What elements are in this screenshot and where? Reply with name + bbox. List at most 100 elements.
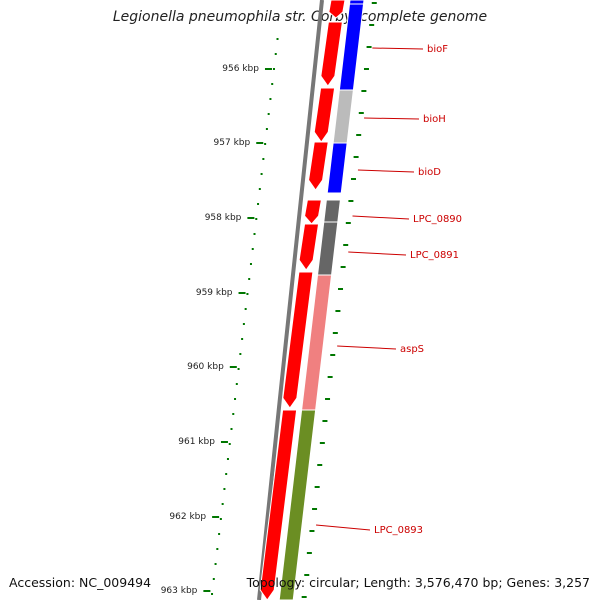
minor-tick-dot bbox=[239, 353, 242, 355]
gene-label: aspS bbox=[400, 344, 424, 355]
minor-tick-dot bbox=[234, 398, 237, 400]
cog-segment bbox=[332, 89, 354, 144]
cog-segment bbox=[316, 221, 339, 276]
right-tick-dot bbox=[319, 442, 325, 444]
right-tick-dot bbox=[317, 464, 323, 466]
minor-tick-dot bbox=[241, 338, 244, 340]
minor-tick-dot bbox=[242, 323, 245, 325]
gene-label: bioH bbox=[423, 114, 446, 125]
accession-text: Accession: NC_009494 bbox=[9, 575, 152, 590]
right-tick-dot bbox=[312, 508, 318, 510]
gene-label: bioD bbox=[418, 167, 441, 178]
tick-label: 961 kbp bbox=[178, 437, 215, 447]
right-tick-dot bbox=[369, 24, 375, 26]
right-tick-dot bbox=[306, 552, 312, 554]
right-tick-dot bbox=[309, 530, 315, 532]
tick-label: 957 kbp bbox=[214, 138, 251, 148]
minor-tick-dot bbox=[230, 428, 233, 430]
cog-segment bbox=[278, 409, 317, 600]
tick-label: 963 kbp bbox=[161, 586, 198, 596]
right-tick-dot bbox=[353, 156, 359, 158]
cog-segment bbox=[326, 142, 348, 194]
minor-tick-dot bbox=[211, 593, 214, 595]
gene-label: LPC_0893 bbox=[374, 525, 423, 536]
right-tick-dot bbox=[301, 596, 307, 598]
minor-tick-dot bbox=[246, 293, 249, 295]
tick-label: 959 kbp bbox=[196, 288, 233, 298]
major-tick bbox=[212, 516, 220, 518]
cds-arrow bbox=[320, 21, 343, 87]
gene-leader-line bbox=[364, 117, 420, 120]
cds-arrow bbox=[313, 87, 336, 143]
minor-tick-dot bbox=[269, 98, 272, 100]
right-tick-dot bbox=[345, 222, 351, 224]
right-tick-dot bbox=[356, 134, 362, 136]
tick-label: 956 kbp bbox=[222, 64, 259, 74]
minor-tick-dots bbox=[211, 38, 279, 595]
right-tick-dot bbox=[304, 574, 310, 576]
minor-tick-dot bbox=[258, 188, 261, 190]
right-tick-dot bbox=[371, 2, 377, 4]
minor-tick-dot bbox=[255, 218, 258, 220]
minor-tick-dot bbox=[244, 308, 247, 310]
cog-segment bbox=[323, 199, 341, 223]
right-tick-dot bbox=[330, 354, 336, 356]
right-tick-dot bbox=[325, 398, 331, 400]
kbp-ticks: 956 kbp 957 kbp 958 kbp 959 kbp 960 kbp 961 k… bbox=[161, 64, 272, 596]
tick-label: 960 kbp bbox=[187, 362, 224, 372]
major-tick bbox=[229, 366, 237, 368]
minor-tick-dot bbox=[212, 578, 215, 580]
gene-leader-line bbox=[337, 345, 397, 350]
gene-leader-line bbox=[372, 47, 424, 50]
minor-tick-dot bbox=[253, 233, 256, 235]
tick-label: 962 kbp bbox=[169, 512, 206, 522]
minor-tick-dot bbox=[226, 458, 229, 460]
gene-label: LPC_0890 bbox=[413, 214, 462, 225]
right-tick-dot bbox=[361, 90, 367, 92]
cds-arrows bbox=[259, 0, 346, 600]
right-tick-dot bbox=[350, 178, 356, 180]
major-tick bbox=[238, 292, 246, 294]
minor-tick-dot bbox=[276, 38, 279, 40]
right-tick-dot bbox=[332, 332, 338, 334]
gene-leader-line bbox=[348, 251, 407, 256]
minor-tick-dot bbox=[260, 173, 263, 175]
major-tick bbox=[203, 590, 211, 592]
minor-tick-dot bbox=[271, 83, 274, 85]
cds-arrow bbox=[259, 409, 298, 600]
minor-tick-dot bbox=[216, 548, 219, 550]
cds-arrow bbox=[328, 0, 346, 19]
minor-tick-dot bbox=[218, 533, 221, 535]
minor-tick-dot bbox=[274, 53, 277, 55]
minor-tick-dot bbox=[223, 488, 226, 490]
minor-tick-dot bbox=[235, 383, 238, 385]
minor-tick-dot bbox=[264, 143, 267, 145]
right-tick-dots bbox=[301, 2, 377, 598]
cog-segment bbox=[338, 3, 365, 91]
right-tick-dot bbox=[343, 244, 349, 246]
topology-text: Topology: circular; Length: 3,576,470 bp… bbox=[246, 575, 590, 590]
map-title: Legionella pneumophila str. Corby, compl… bbox=[112, 9, 488, 25]
gene-leader-line bbox=[352, 215, 410, 220]
minor-tick-dot bbox=[251, 248, 254, 250]
right-tick-dot bbox=[348, 200, 354, 202]
minor-tick-dot bbox=[272, 68, 275, 70]
cds-arrow bbox=[308, 141, 329, 191]
right-tick-dot bbox=[338, 288, 344, 290]
cds-arrow bbox=[298, 223, 320, 271]
right-tick-dot bbox=[335, 310, 341, 312]
minor-tick-dot bbox=[249, 263, 252, 265]
genome-backbone bbox=[257, 0, 324, 600]
minor-tick-dot bbox=[262, 158, 265, 160]
right-tick-dot bbox=[363, 68, 369, 70]
minor-tick-dot bbox=[265, 128, 268, 130]
gene-labels: bioF bioH bioD LPC_0890 LPC_0891 aspS LPC_0893 bbox=[316, 44, 462, 536]
minor-tick-dot bbox=[219, 518, 222, 520]
right-tick-dot bbox=[322, 420, 328, 422]
minor-tick-dot bbox=[237, 368, 240, 370]
gene-label: bioF bbox=[427, 44, 448, 55]
minor-tick-dot bbox=[214, 563, 217, 565]
tick-label: 958 kbp bbox=[205, 213, 242, 223]
right-tick-dot bbox=[314, 486, 320, 488]
